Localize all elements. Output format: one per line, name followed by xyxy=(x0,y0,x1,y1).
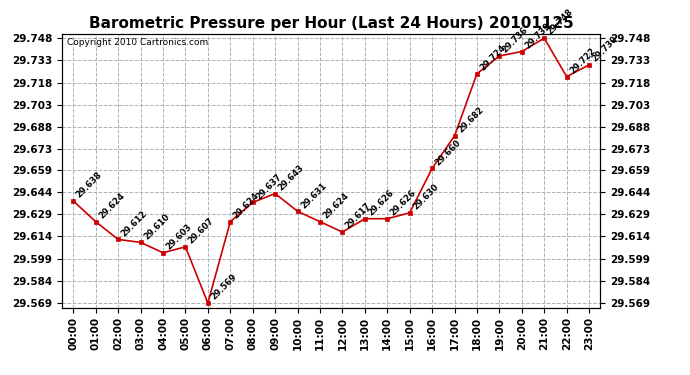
Text: 29.626: 29.626 xyxy=(366,188,395,218)
Title: Barometric Pressure per Hour (Last 24 Hours) 20101125: Barometric Pressure per Hour (Last 24 Ho… xyxy=(89,16,573,31)
Text: 29.724: 29.724 xyxy=(478,43,508,72)
Text: 29.736: 29.736 xyxy=(501,26,530,54)
Text: 29.630: 29.630 xyxy=(411,182,440,212)
Text: 29.631: 29.631 xyxy=(299,181,328,210)
Text: 29.730: 29.730 xyxy=(591,34,620,63)
Text: 29.603: 29.603 xyxy=(164,222,194,251)
Text: 29.624: 29.624 xyxy=(322,191,351,220)
Text: 29.569: 29.569 xyxy=(209,272,239,302)
Text: 29.617: 29.617 xyxy=(344,201,373,231)
Text: 29.607: 29.607 xyxy=(187,216,216,246)
Text: 29.624: 29.624 xyxy=(97,191,126,220)
Text: 29.643: 29.643 xyxy=(277,163,306,192)
Text: 29.660: 29.660 xyxy=(433,138,463,167)
Text: 29.626: 29.626 xyxy=(388,188,418,218)
Text: 29.612: 29.612 xyxy=(119,209,149,238)
Text: Copyright 2010 Cartronics.com: Copyright 2010 Cartronics.com xyxy=(68,38,209,47)
Text: 29.748: 29.748 xyxy=(546,8,575,37)
Text: 29.624: 29.624 xyxy=(232,191,261,220)
Text: 29.739: 29.739 xyxy=(523,21,552,50)
Text: 29.637: 29.637 xyxy=(254,172,284,201)
Text: 29.722: 29.722 xyxy=(568,46,598,75)
Text: 29.682: 29.682 xyxy=(456,105,485,135)
Text: 29.610: 29.610 xyxy=(142,212,171,241)
Text: 29.638: 29.638 xyxy=(75,170,104,200)
